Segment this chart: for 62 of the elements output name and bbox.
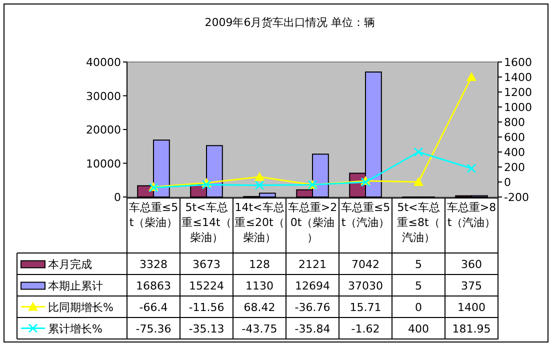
point xyxy=(254,180,264,190)
x-tick-label: 5t<车总重≤8t（汽油） xyxy=(397,201,440,244)
point xyxy=(414,177,424,186)
data-label: 5 xyxy=(415,279,422,292)
x-tick-label: 车总重>8t（汽油） xyxy=(446,201,496,229)
y2-tick-label: 1200 xyxy=(504,86,532,99)
x-tick-label: 车总重>20t（柴油） xyxy=(288,201,338,244)
y2-tick-label: 1400 xyxy=(504,71,532,84)
data-label: 12694 xyxy=(295,279,330,292)
data-label: 128 xyxy=(249,258,270,271)
y2-tick-label: 400 xyxy=(504,146,525,159)
data-label: -75.36 xyxy=(136,322,172,336)
data-label: 15224 xyxy=(189,279,224,292)
legend-label: 本期止累计 xyxy=(48,279,103,292)
data-label: 0 xyxy=(415,300,422,314)
data-label: 400 xyxy=(408,322,429,336)
point xyxy=(466,164,476,174)
legend-label: 累计增长% xyxy=(48,322,102,336)
data-label: 375 xyxy=(461,279,482,292)
data-label: 68.42 xyxy=(244,300,276,314)
y2-tick-label: 200 xyxy=(504,161,525,174)
y2-tick-label: -200 xyxy=(504,191,529,204)
data-label: 15.71 xyxy=(350,300,382,314)
y2-tick-label: 1000 xyxy=(504,101,532,114)
chart-title: 2009年6月货车出口情况 单位：辆 xyxy=(204,16,376,29)
data-label: 3673 xyxy=(192,258,220,271)
data-label: 16863 xyxy=(136,279,171,292)
y2-tick-label: 0 xyxy=(504,176,511,189)
data-label: 360 xyxy=(461,258,482,271)
data-label: 7042 xyxy=(352,258,380,271)
y-tick-label: 10000 xyxy=(86,157,121,170)
data-label: -35.13 xyxy=(188,322,224,336)
legend-label: 本月完成 xyxy=(48,258,92,271)
data-label: 181.95 xyxy=(452,322,491,336)
y-tick-label: 40000 xyxy=(86,56,121,69)
y2-tick-label: 600 xyxy=(504,131,525,144)
x-tick-label: 车总重≤5t（柴油） xyxy=(128,201,178,229)
data-label: -43.75 xyxy=(242,322,278,336)
point xyxy=(254,172,264,181)
y-tick-label: 20000 xyxy=(86,124,121,136)
x-tick-label: 14t<车总重≤20t（柴油） xyxy=(234,201,284,244)
x-tick-label: 车总重≤5t（汽油） xyxy=(340,201,390,229)
data-label: 37030 xyxy=(348,279,383,292)
data-label: -11.56 xyxy=(188,300,224,314)
y-tick-label: 0 xyxy=(114,191,121,204)
data-label: -66.4 xyxy=(139,300,168,314)
y-tick-label: 30000 xyxy=(86,90,121,103)
data-label: 2121 xyxy=(298,258,326,271)
y2-tick-label: 1600 xyxy=(504,56,532,69)
data-label: -1.62 xyxy=(351,322,380,336)
point xyxy=(414,147,424,157)
data-label: 3328 xyxy=(140,258,168,271)
data-label: -36.76 xyxy=(294,300,330,314)
data-label: 1400 xyxy=(458,300,486,314)
point xyxy=(202,180,212,190)
data-label: -35.84 xyxy=(294,322,330,336)
y2-tick-label: 800 xyxy=(504,116,525,129)
data-label: 1130 xyxy=(246,279,274,292)
point xyxy=(466,72,476,81)
x-tick-label: 5t<车总重≤14t（柴油） xyxy=(182,201,232,244)
legend-label: 比同期增长% xyxy=(48,300,114,314)
data-label: 5 xyxy=(415,258,422,271)
